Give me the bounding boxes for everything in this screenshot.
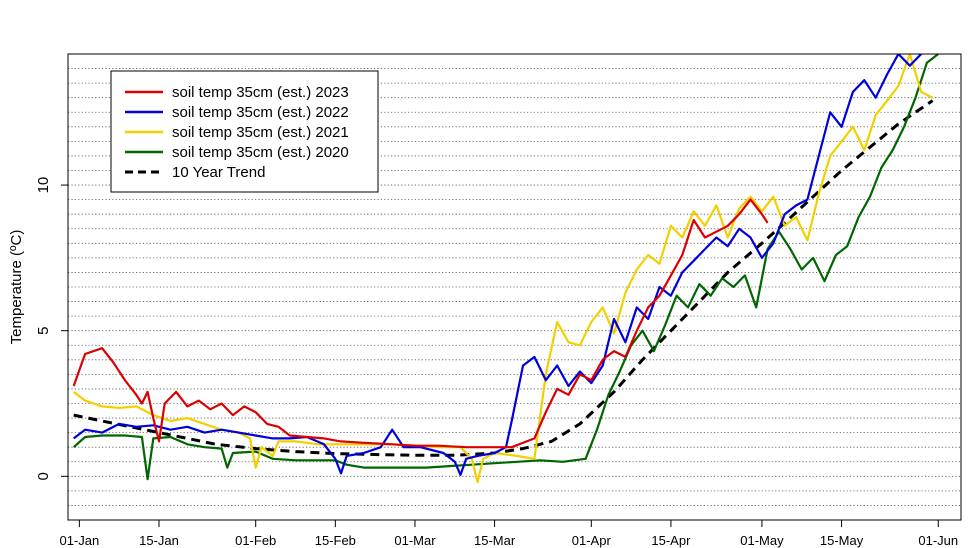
legend-label: soil temp 35cm (est.) 2023 (172, 84, 349, 101)
y-tick-label: 5 (35, 327, 52, 335)
y-axis-label: Temperature (ºC) (8, 230, 25, 345)
x-tick-label: 15-May (820, 533, 864, 548)
x-tick-label: 15-Mar (474, 533, 516, 548)
y-tick-label: 0 (35, 472, 52, 480)
x-axis: 01-Jan 15-Jan 01-Feb 15-Feb 01-Mar 15-Mar 01-A… (60, 520, 958, 548)
x-tick-label: 15-Feb (315, 533, 356, 548)
x-tick-label: 15-Apr (651, 533, 691, 548)
x-tick-label: 01-Feb (235, 533, 276, 548)
series-line-soil-temp-35cm-est-2022 (73, 54, 922, 476)
plot-frame (67, 53, 962, 521)
x-tick-label: 01-May (740, 533, 784, 548)
series-line-soil-temp-35cm-est-2021 (73, 54, 934, 484)
x-tick-label: 15-Jan (139, 533, 179, 548)
x-tick-label: 01-Apr (572, 533, 612, 548)
legend-label: 10 Year Trend (172, 164, 265, 181)
series-line-soil-temp-35cm-est-2020 (72, 54, 939, 481)
x-tick-label: 01-Jun (918, 533, 958, 548)
legend-label: soil temp 35cm (est.) 2020 (172, 144, 349, 161)
y-tick-label: 10 (35, 177, 52, 194)
legend-label: soil temp 35cm (est.) 2021 (172, 124, 349, 141)
legend: soil temp 35cm (est.) 2023 soil temp 35cm… (110, 70, 379, 193)
x-tick-label: 01-Jan (60, 533, 100, 548)
series-lines (72, 54, 939, 484)
y-axis: 0 5 10 (35, 177, 68, 480)
series-line-soil-temp-35cm-est-2023 (72, 198, 769, 449)
x-tick-label: 01-Mar (394, 533, 436, 548)
legend-label: soil temp 35cm (est.) 2022 (172, 104, 349, 121)
